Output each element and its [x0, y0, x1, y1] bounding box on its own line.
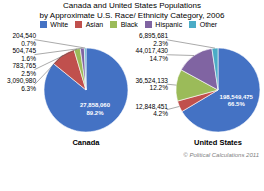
html-text:Canada and United States Popul: Canada and United States Populations [63, 1, 201, 10]
html-text:Hispanic: Hispanic [155, 21, 183, 28]
svg-text:3,090,980: 3,090,980 [7, 77, 36, 84]
svg-text:2.3%: 2.3% [153, 40, 168, 47]
svg-text:198,549,475: 198,549,475 [220, 94, 254, 100]
svg-text:783,765: 783,765 [13, 62, 37, 69]
svg-text:1.6%: 1.6% [21, 55, 36, 62]
html-text:by Approximate U.S. Race/ Ethn: by Approximate U.S. Race/ Ethnicity Cate… [39, 10, 225, 20]
html-text:Other: Other [199, 21, 218, 28]
html-text:© Political Calculations 2011: © Political Calculations 2011 [183, 152, 259, 158]
svg-text:44,017,430: 44,017,430 [135, 47, 168, 54]
svg-text:12.2%: 12.2% [150, 84, 169, 91]
svg-text:504,745: 504,745 [13, 47, 37, 54]
svg-text:Canada: Canada [72, 138, 100, 147]
svg-text:6.3%: 6.3% [21, 85, 36, 92]
html-text:Asian: Asian [85, 21, 104, 28]
svg-text:6,895,681: 6,895,681 [139, 32, 168, 39]
svg-text:204,540: 204,540 [13, 32, 37, 39]
html-text:Black: Black [120, 21, 138, 28]
svg-text:14.7%: 14.7% [150, 55, 169, 62]
svg-text:27,858,060: 27,858,060 [80, 102, 111, 108]
svg-text:0.7%: 0.7% [21, 40, 36, 47]
svg-text:2.5%: 2.5% [21, 70, 36, 77]
svg-text:36,524,133: 36,524,133 [135, 77, 168, 84]
svg-text:66.5%: 66.5% [228, 101, 246, 107]
svg-text:United States: United States [194, 138, 242, 147]
svg-text:12,848,451: 12,848,451 [135, 103, 168, 110]
html-text:White: White [50, 21, 69, 28]
svg-text:4.2%: 4.2% [153, 110, 168, 117]
svg-text:89.2%: 89.2% [87, 110, 105, 116]
